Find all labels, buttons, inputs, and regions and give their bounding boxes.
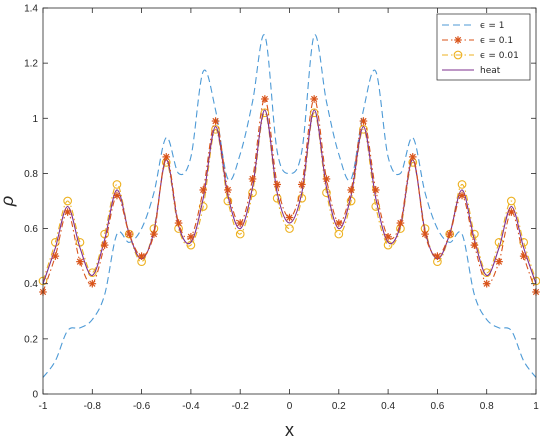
data-point bbox=[519, 252, 528, 260]
ticks-layer: -1 -0.8 -0.6 -0.4 -0.2 0 0.2 0.4 0.6 0.8 1 0 0.2 0.4 0… bbox=[24, 4, 539, 413]
data-point bbox=[433, 252, 442, 260]
data-point bbox=[113, 191, 121, 200]
data-point bbox=[470, 241, 479, 249]
data-point bbox=[322, 175, 331, 183]
data-point bbox=[235, 229, 245, 239]
y-tick-label: 0 bbox=[32, 390, 38, 401]
data-point bbox=[347, 186, 355, 194]
data-point bbox=[507, 208, 516, 216]
data-point bbox=[51, 252, 60, 260]
y-tick-label: 1.4 bbox=[24, 4, 38, 15]
data-point bbox=[396, 219, 405, 227]
data-point bbox=[261, 95, 269, 103]
legend-item: heat bbox=[442, 66, 501, 76]
y-tick-label: 0.4 bbox=[24, 279, 38, 290]
data-point bbox=[482, 279, 491, 288]
x-tick-label: 0 bbox=[287, 401, 293, 412]
data-point bbox=[421, 230, 429, 238]
data-point bbox=[162, 153, 171, 161]
data-point bbox=[445, 230, 454, 238]
data-point bbox=[495, 257, 503, 266]
x-tick-label: -0.8 bbox=[84, 401, 102, 412]
x-axis-label: x bbox=[285, 420, 294, 440]
x-tick-label: 0.4 bbox=[381, 401, 395, 412]
data-point bbox=[198, 202, 208, 211]
x-tick-label: -0.2 bbox=[232, 401, 250, 412]
x-tick-label: -1 bbox=[39, 401, 48, 412]
data-point bbox=[224, 186, 232, 194]
legend-item: ϵ = 1 bbox=[442, 21, 505, 31]
y-axis-label: ρ bbox=[0, 196, 17, 207]
data-point bbox=[384, 233, 392, 241]
data-point bbox=[63, 196, 73, 206]
data-point bbox=[100, 241, 109, 249]
x-tick-label: 0.8 bbox=[480, 401, 494, 412]
data-point bbox=[507, 196, 516, 206]
data-point bbox=[408, 153, 417, 161]
data-point bbox=[187, 233, 195, 241]
x-tick-label: 0.2 bbox=[332, 401, 346, 412]
data-point bbox=[310, 95, 318, 103]
legend-item: ϵ = 0.1 bbox=[442, 36, 513, 46]
legend-label: ϵ = 1 bbox=[480, 21, 505, 31]
data-point bbox=[371, 202, 381, 211]
y-tick-label: 0.2 bbox=[24, 334, 38, 345]
data-point bbox=[211, 117, 220, 125]
legend-marker bbox=[454, 36, 462, 44]
data-point bbox=[457, 180, 467, 189]
y-tick-label: 1 bbox=[32, 114, 38, 125]
data-point bbox=[76, 257, 84, 266]
legend-item: ϵ = 0.01 bbox=[442, 50, 519, 61]
data-point bbox=[88, 279, 97, 288]
series-line-0 bbox=[42, 34, 537, 378]
series-layer bbox=[38, 34, 540, 378]
legend: ϵ = 1 ϵ = 0.1 ϵ = 0.01 heat bbox=[436, 13, 531, 81]
data-point bbox=[63, 208, 72, 216]
legend-label: ϵ = 0.1 bbox=[480, 36, 513, 46]
y-tick-label: 0.6 bbox=[24, 224, 38, 235]
data-point bbox=[248, 175, 257, 183]
data-point bbox=[199, 186, 208, 194]
y-tick-label: 1.2 bbox=[24, 59, 38, 70]
legend-marker bbox=[453, 50, 463, 60]
data-point bbox=[371, 186, 380, 194]
y-tick-label: 0.8 bbox=[24, 169, 38, 180]
data-point bbox=[334, 229, 344, 239]
data-point bbox=[458, 191, 466, 200]
series-0 bbox=[42, 34, 537, 378]
x-tick-label: 0.6 bbox=[430, 401, 444, 412]
data-point bbox=[236, 219, 244, 227]
data-point bbox=[186, 240, 196, 250]
legend-label: ϵ = 0.01 bbox=[480, 51, 519, 61]
x-tick-label: -0.6 bbox=[133, 401, 151, 412]
data-point bbox=[174, 219, 183, 227]
data-point bbox=[211, 124, 220, 134]
data-point bbox=[298, 180, 306, 189]
data-point bbox=[309, 108, 319, 118]
data-point bbox=[383, 240, 393, 250]
x-tick-label: -0.4 bbox=[182, 401, 200, 412]
data-point bbox=[125, 230, 134, 238]
legend-box bbox=[436, 13, 531, 81]
data-point bbox=[273, 180, 281, 189]
x-tick-label: 1 bbox=[533, 401, 539, 412]
data-point bbox=[112, 180, 122, 189]
data-point bbox=[359, 124, 368, 134]
data-point bbox=[285, 224, 294, 233]
legend-label: heat bbox=[480, 66, 501, 76]
data-point bbox=[359, 117, 368, 125]
data-point bbox=[285, 213, 294, 222]
data-point bbox=[137, 252, 146, 260]
data-point bbox=[335, 219, 343, 227]
data-point bbox=[150, 230, 158, 238]
